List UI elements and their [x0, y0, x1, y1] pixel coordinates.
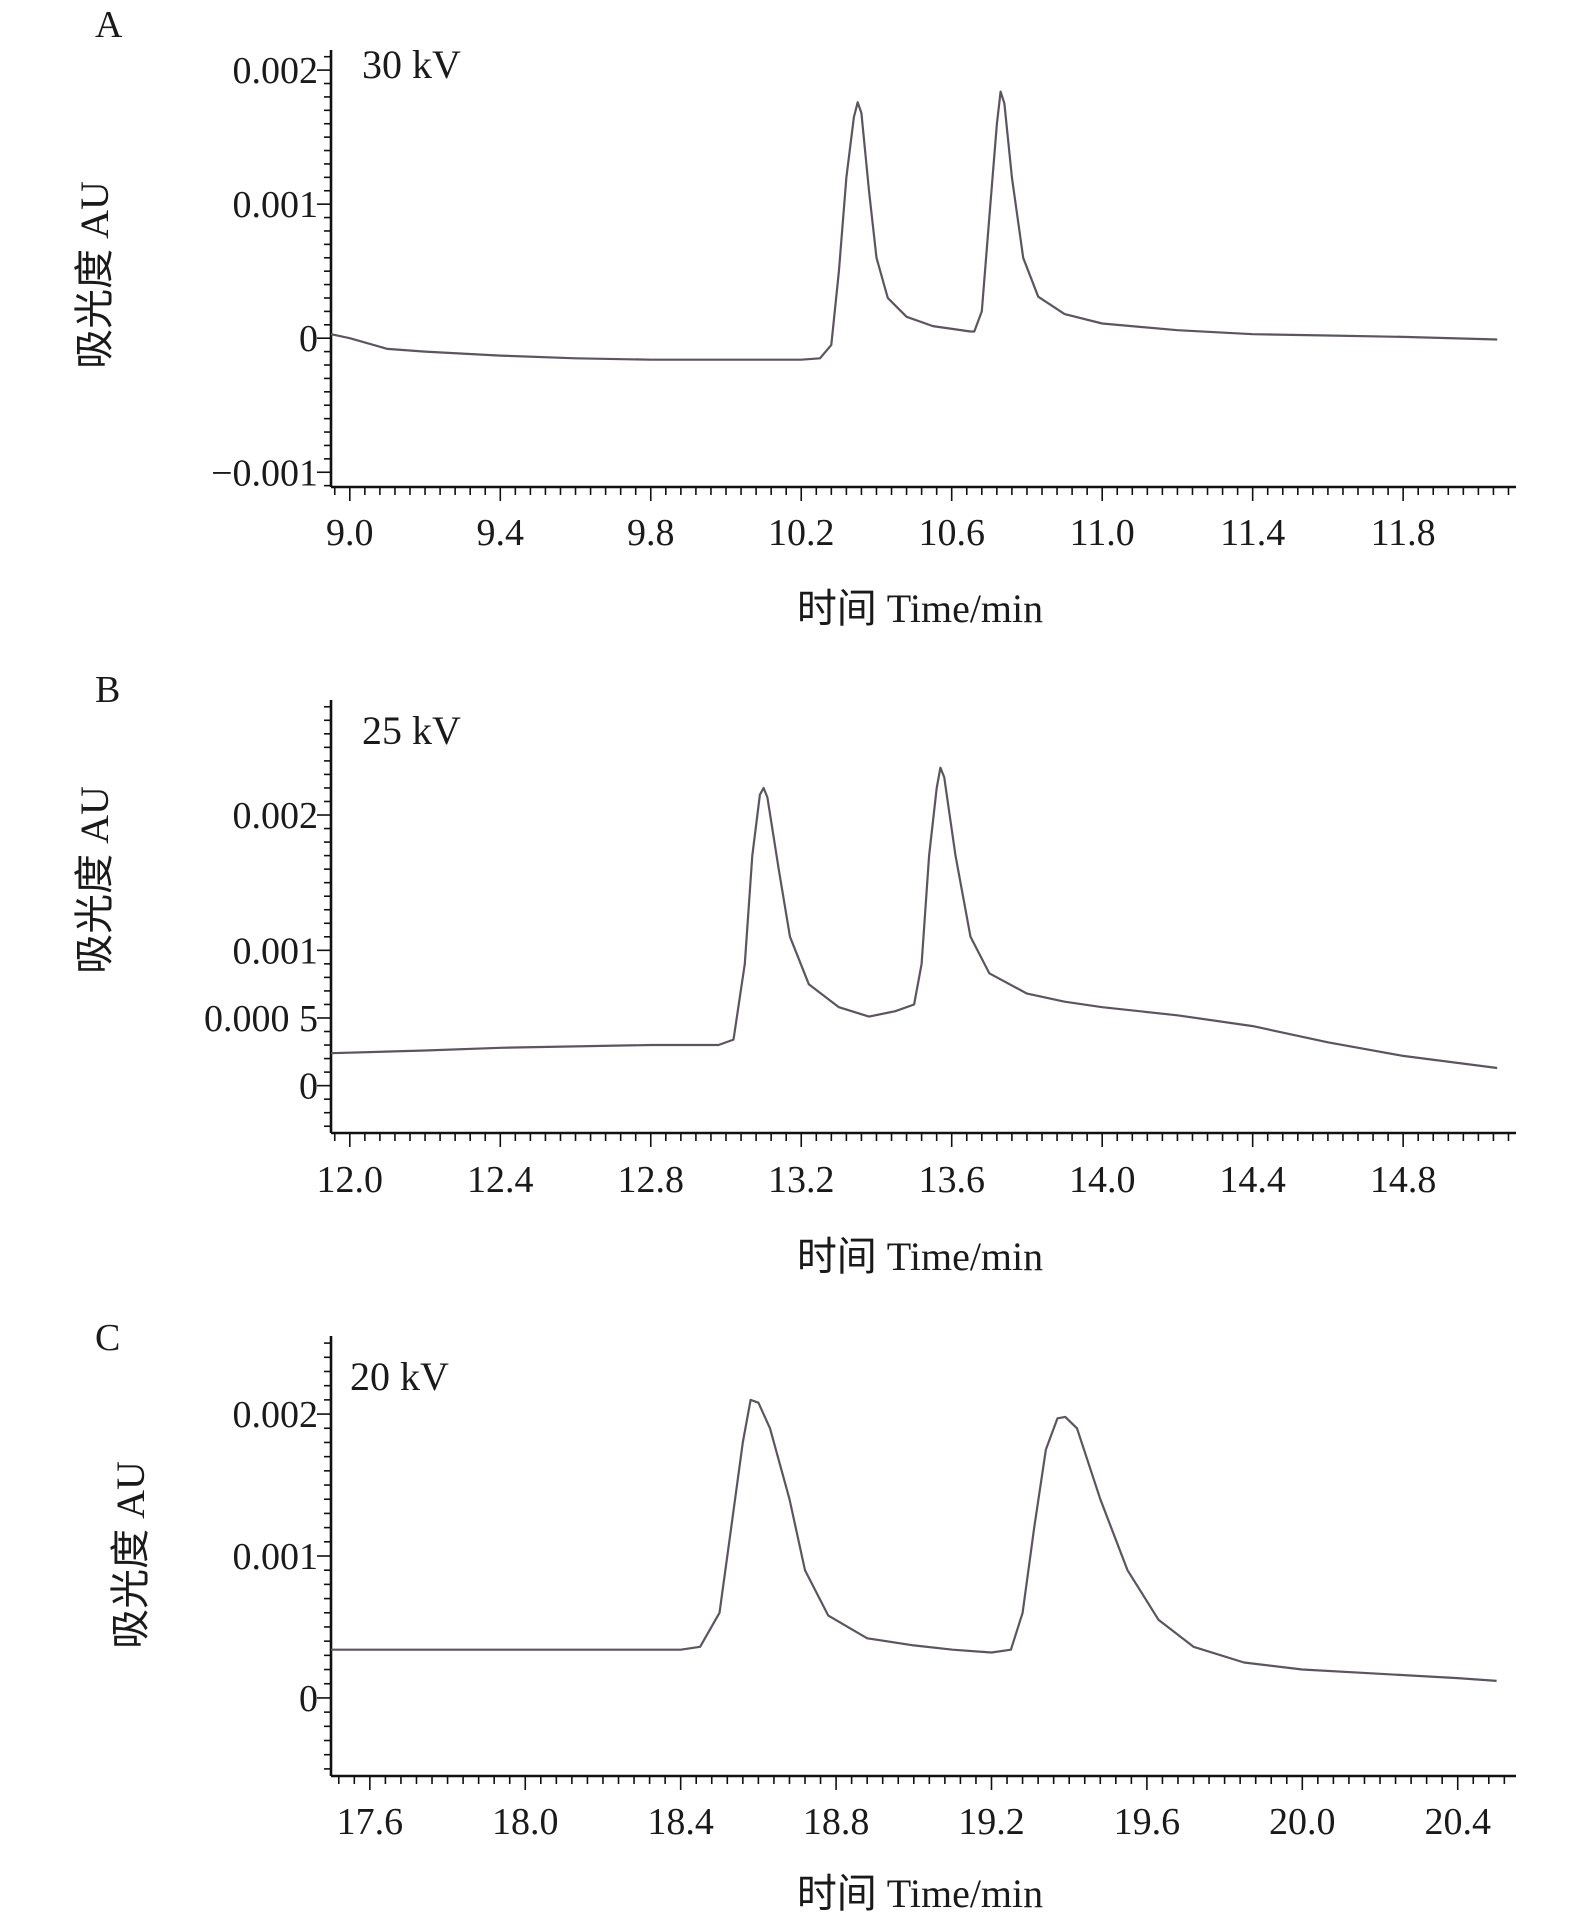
- panel-a-x-axis-title: 时间 Time/min: [797, 586, 1043, 631]
- panel-b-voltage-label: 25 kV: [362, 708, 461, 753]
- x-tick-label: 12.4: [467, 1159, 534, 1201]
- y-tick-label: 0: [299, 1066, 318, 1108]
- x-tick-label: 13.6: [918, 1159, 985, 1201]
- x-tick-label: 20.0: [1269, 1801, 1336, 1843]
- x-tick-label: 10.2: [768, 512, 835, 554]
- x-tick-label: 19.6: [1114, 1801, 1181, 1843]
- panel-b-y-axis-title: 吸光度 AU: [72, 786, 117, 974]
- panel-c-voltage-label: 20 kV: [350, 1354, 449, 1399]
- y-tick-label: 0.002: [233, 1394, 319, 1436]
- x-tick-label: 12.0: [317, 1159, 384, 1201]
- panel-b-tick-labels: 12.0 12.4 12.8 13.2 13.6 14.0 14.4 14.8 0.002 0.0…: [204, 795, 1436, 1201]
- x-tick-label: 12.8: [618, 1159, 685, 1201]
- x-tick-label: 18.8: [803, 1801, 870, 1843]
- panel-c-y-axis-title: 吸光度 AU: [108, 1461, 153, 1649]
- y-tick-label: 0.001: [233, 930, 319, 972]
- x-tick-label: 14.0: [1069, 1159, 1136, 1201]
- panel-b: B 25 kV 吸光度 AU 时间 Time/min 12.0 12.4 12.8 1…: [72, 669, 1516, 1279]
- panel-a-letter: A: [95, 4, 123, 46]
- panel-a-voltage-label: 30 kV: [362, 42, 461, 87]
- x-tick-label: 14.8: [1370, 1159, 1437, 1201]
- y-tick-label: 0.001: [233, 1536, 319, 1578]
- y-tick-label: 0.002: [233, 50, 319, 92]
- x-tick-label: 19.2: [958, 1801, 1025, 1843]
- panel-a-tick-labels: 9.0 9.4 9.8 10.2 10.6 11.0 11.4 11.8 0.002 0.001 0…: [211, 50, 1436, 554]
- panel-c-x-axis-title: 时间 Time/min: [797, 1871, 1043, 1916]
- y-tick-label: 0: [299, 318, 318, 360]
- panel-a-ticks: [317, 55, 1510, 501]
- x-tick-label: 9.0: [326, 512, 374, 554]
- panel-b-x-axis-title: 时间 Time/min: [797, 1234, 1043, 1279]
- x-tick-label: 9.4: [477, 512, 525, 554]
- panel-c-ticks: [317, 1342, 1506, 1790]
- panel-b-letter: B: [95, 669, 120, 711]
- x-tick-label: 18.0: [492, 1801, 559, 1843]
- x-tick-label: 14.4: [1219, 1159, 1286, 1201]
- x-tick-label: 18.4: [647, 1801, 714, 1843]
- y-tick-label: 0.001: [233, 184, 319, 226]
- panel-c-letter: C: [95, 1317, 120, 1359]
- x-tick-label: 20.4: [1424, 1801, 1491, 1843]
- panel-c-trace: [331, 1398, 1497, 1682]
- y-tick-label: 0.000 5: [204, 998, 318, 1040]
- x-tick-label: 13.2: [768, 1159, 835, 1201]
- x-tick-label: 11.4: [1220, 512, 1285, 554]
- x-tick-label: 17.6: [337, 1801, 404, 1843]
- panel-b-ticks: [317, 705, 1510, 1147]
- panel-a-y-axis-title: 吸光度 AU: [72, 181, 117, 369]
- panel-a: A 30 kV 吸光度 AU 时间 Time/min 9.0 9.4 9.8 10.2…: [72, 4, 1516, 631]
- y-tick-label: 0: [299, 1678, 318, 1720]
- x-tick-label: 10.6: [918, 512, 985, 554]
- y-tick-label: 0.002: [233, 795, 319, 837]
- panel-a-trace: [330, 90, 1498, 361]
- y-tick-label: −0.001: [211, 452, 318, 494]
- x-tick-label: 9.8: [627, 512, 675, 554]
- panel-b-trace: [330, 766, 1498, 1070]
- panel-c-tick-labels: 17.6 18.0 18.4 18.8 19.2 19.6 20.0 20.4 0.002 0.0…: [233, 1394, 1491, 1843]
- x-tick-label: 11.8: [1371, 512, 1436, 554]
- x-tick-label: 11.0: [1070, 512, 1135, 554]
- panel-c: C 20 kV 吸光度 AU 时间 Time/min 17.6 18.0 18.4 1…: [95, 1317, 1516, 1916]
